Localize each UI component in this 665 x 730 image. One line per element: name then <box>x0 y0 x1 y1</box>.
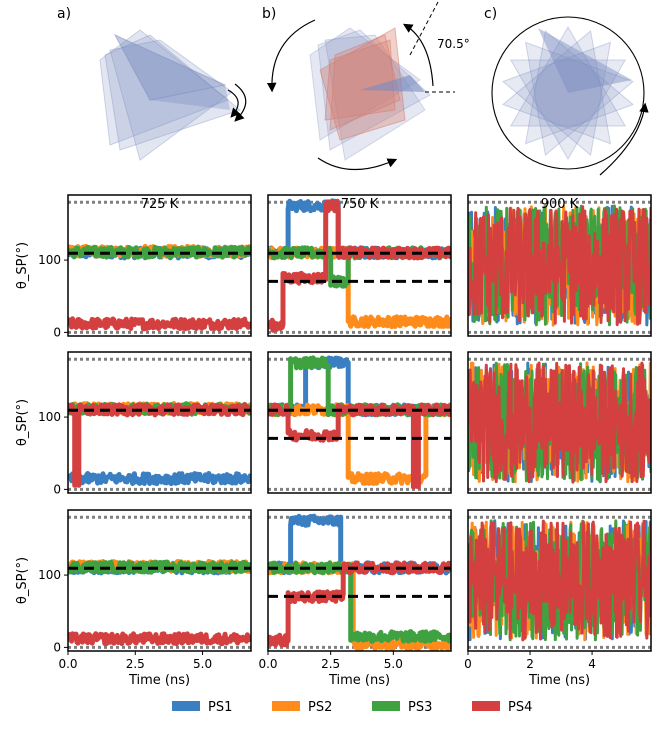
legend-label-ps2: PS2 <box>308 700 332 715</box>
series-ps4 <box>468 205 651 327</box>
subplot-r3-900K: 0 2 4 Time (ns) <box>464 509 652 688</box>
rotated-tetrahedron <box>524 30 634 145</box>
y-tick-label: 100 <box>38 253 61 267</box>
column-title: 725 K <box>141 197 179 212</box>
axes-frame <box>267 351 452 494</box>
column-title: 900 K <box>541 197 579 212</box>
x-tick-label: 0.0 <box>258 657 277 671</box>
x-tick-label: 4 <box>588 657 596 671</box>
legend-label-ps3: PS3 <box>408 700 432 715</box>
subplot-r3-750K: 0.0 2.5 5.0 Time (ns) <box>258 509 452 688</box>
x-tick-label: 5.0 <box>384 657 403 671</box>
x-tick-label: 2.5 <box>126 657 145 671</box>
legend-swatch-ps2 <box>272 701 300 711</box>
rotated-tetrahedron <box>509 26 627 127</box>
y-tick-label: 0 <box>53 325 61 339</box>
legend-swatch-ps1 <box>172 701 200 711</box>
plot-area <box>68 357 251 491</box>
legend-swatch-ps3 <box>372 701 400 711</box>
axes-frame <box>67 509 252 652</box>
series-ps4 <box>68 631 251 647</box>
tetrahedron-illustration-b: 70.5° <box>266 1 470 171</box>
axes-frame <box>267 509 452 652</box>
axes-frame <box>467 194 652 337</box>
x-axis-label: Time (ns) <box>328 673 390 688</box>
series-ps4 <box>468 519 651 642</box>
y-tick-label: 100 <box>38 410 61 424</box>
plot-area <box>268 355 451 491</box>
plot-area <box>468 357 651 491</box>
panel-label-a: a) <box>57 6 71 22</box>
rotated-tetrahedron <box>502 30 612 145</box>
subplot-r1-750K: 750 K <box>267 194 452 337</box>
series-ps1 <box>68 471 251 487</box>
angle-annotation: 70.5° <box>437 37 470 51</box>
legend-label-ps1: PS1 <box>208 700 232 715</box>
legend: PS1 PS2 PS3 PS4 <box>172 700 532 715</box>
y-axis-label: θ_SP(°) <box>15 557 30 604</box>
series-ps3 <box>68 244 251 260</box>
subplot-r2-900K <box>467 351 652 494</box>
series-ps4 <box>68 402 251 488</box>
axes-frame <box>67 351 252 494</box>
legend-swatch-ps4 <box>472 701 500 711</box>
x-tick-label: 2.5 <box>321 657 340 671</box>
x-tick-label: 0.0 <box>58 657 77 671</box>
tetrahedron-face <box>538 28 632 93</box>
subplot-r2-750K <box>267 351 452 494</box>
subplot-r1-725K: 725 K 0 100 θ_SP(°) <box>15 194 252 339</box>
plot-area <box>468 200 651 334</box>
axes-frame <box>467 351 652 494</box>
axes-frame <box>267 194 452 337</box>
x-axis-label: Time (ns) <box>528 673 590 688</box>
column-title: 750 K <box>341 197 379 212</box>
series-ps2 <box>268 402 451 486</box>
tetrahedron-illustration-c <box>491 16 649 176</box>
series-ps3 <box>268 560 451 644</box>
x-tick-label: 0 <box>464 657 472 671</box>
plot-area <box>68 515 251 649</box>
x-axis-label: Time (ns) <box>128 673 190 688</box>
y-axis-label: θ_SP(°) <box>15 242 30 289</box>
y-axis-label: θ_SP(°) <box>15 399 30 446</box>
x-tick-label: 5.0 <box>193 657 212 671</box>
panel-label-c: c) <box>484 6 497 22</box>
rotated-tetrahedron <box>502 41 612 156</box>
y-tick-label: 100 <box>38 568 61 582</box>
chart-grid: 725 K 0 100 θ_SP(°) 750 K 900 K 0 100 θ_SP(°) 0 10… <box>15 194 652 688</box>
rotated-tetrahedron <box>509 59 627 160</box>
y-tick-label: 0 <box>53 640 61 654</box>
panel-label-b: b) <box>262 6 276 22</box>
series-ps4 <box>268 198 451 333</box>
plot-area <box>268 513 451 651</box>
plot-area <box>268 198 451 334</box>
axes-frame <box>467 509 652 652</box>
tetrahedron-illustration-a <box>99 29 247 161</box>
illustration-row: a) b) c) 70.5° <box>57 1 649 176</box>
subplot-r2-725K: 0 100 θ_SP(°) <box>15 351 252 496</box>
plot-area <box>68 200 251 334</box>
series-ps4 <box>468 361 651 484</box>
x-tick-label: 2 <box>526 657 534 671</box>
plot-area <box>468 515 651 649</box>
y-tick-label: 0 <box>53 482 61 496</box>
subplot-r1-900K: 900 K <box>467 194 652 337</box>
series-ps4 <box>68 316 251 332</box>
rotated-tetrahedron <box>524 41 634 156</box>
legend-label-ps4: PS4 <box>508 700 532 715</box>
series-ps3 <box>68 559 251 575</box>
axes-frame <box>67 194 252 337</box>
